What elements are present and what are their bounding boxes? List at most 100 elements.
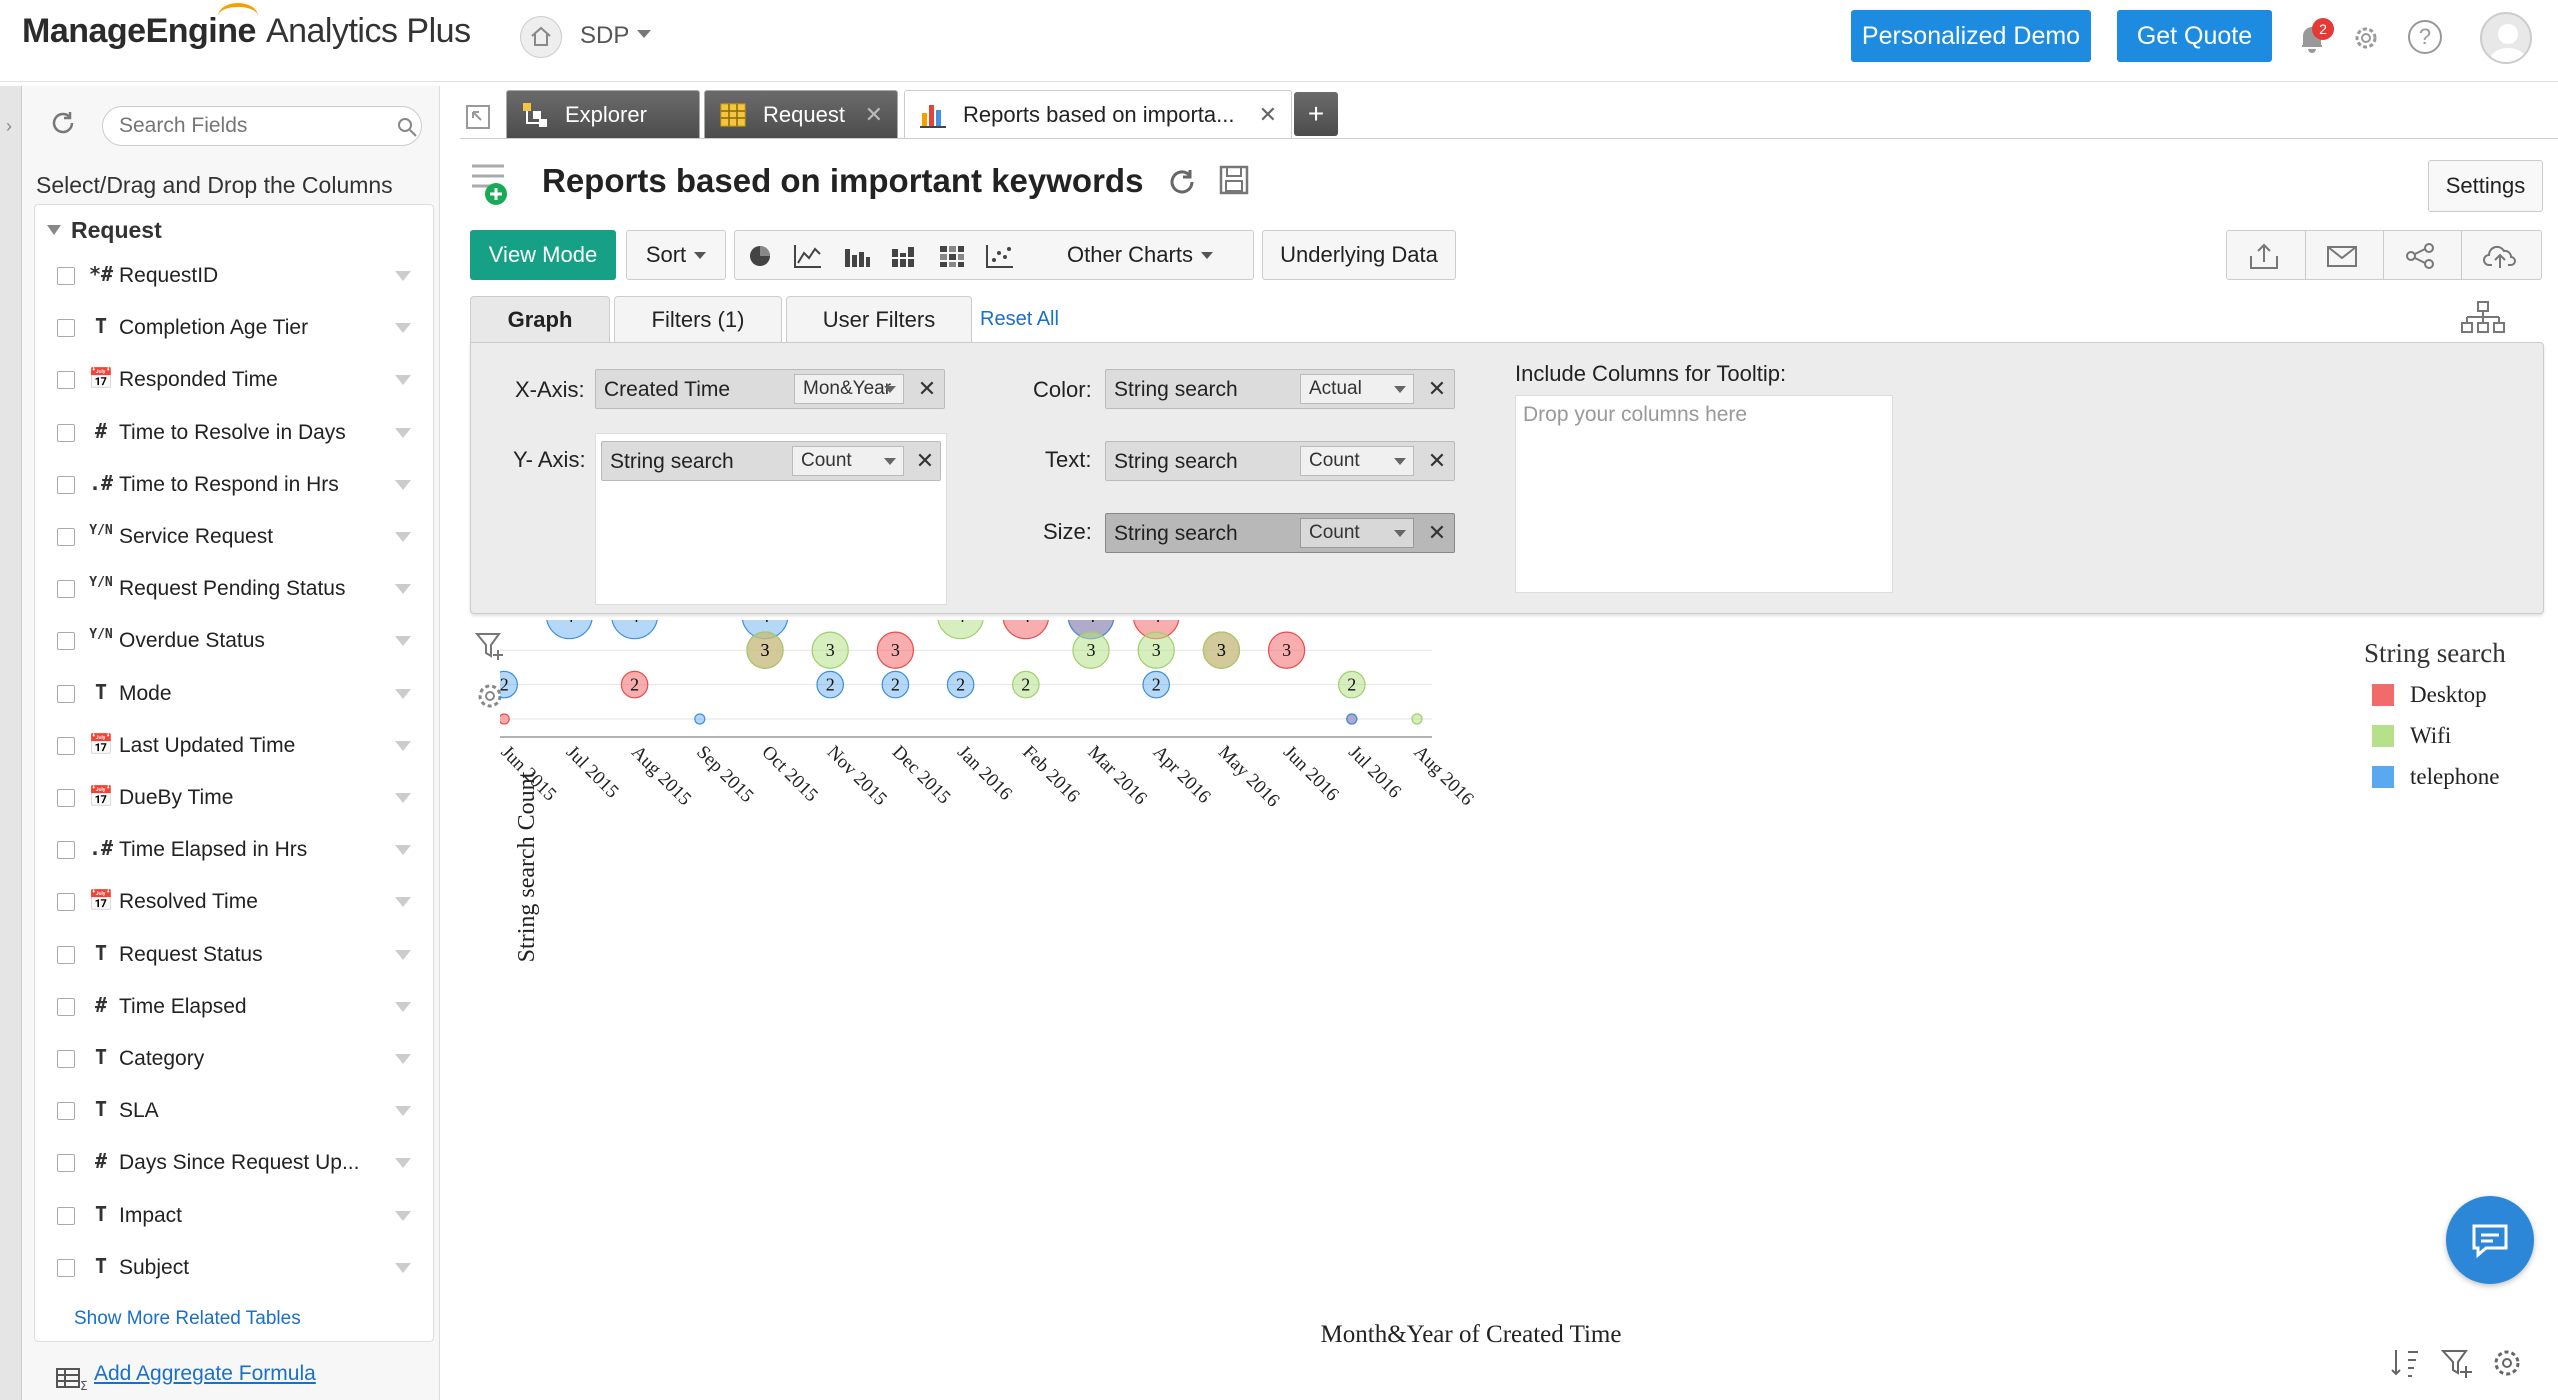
bubble-wifi[interactable] (937, 620, 984, 640)
remove-icon[interactable]: ✕ (1427, 448, 1447, 473)
field-checkbox[interactable] (57, 319, 75, 338)
bubble-telephone[interactable] (881, 670, 910, 699)
field-checkbox[interactable] (57, 580, 75, 599)
bubble-desktop[interactable] (500, 713, 510, 725)
field-item[interactable]: Y/N Service Request (35, 512, 433, 564)
field-filter-icon[interactable] (395, 1054, 411, 1064)
brand-logo[interactable]: ManageEngine Analytics Plus (22, 12, 471, 51)
share-icon[interactable] (2403, 242, 2437, 270)
tab-report-active[interactable]: Reports based on importa... ✕ (904, 90, 1292, 139)
field-checkbox[interactable] (57, 267, 75, 285)
bubble-desktop[interactable] (1267, 631, 1306, 669)
bubble-telephone[interactable] (1346, 713, 1358, 725)
field-filter-icon[interactable] (395, 1262, 411, 1273)
tab-request[interactable]: Request ✕ (704, 90, 898, 138)
field-filter-icon[interactable] (395, 375, 411, 386)
sort-button[interactable]: Sort (626, 230, 726, 280)
field-filter-icon[interactable] (395, 1106, 411, 1117)
bubble-wifi[interactable] (1137, 631, 1175, 669)
field-item[interactable]: 📅 DueBy Time (35, 773, 433, 825)
search-icon[interactable] (396, 116, 418, 138)
gear-icon[interactable] (2490, 1346, 2524, 1380)
settings-button[interactable]: Settings (2428, 160, 2543, 212)
bubble-desktop[interactable] (876, 631, 915, 669)
field-item[interactable]: *# RequestID (35, 251, 433, 303)
tab-user-filters[interactable]: User Filters (786, 296, 972, 342)
field-checkbox[interactable] (57, 789, 75, 807)
close-icon[interactable]: ✕ (1258, 102, 1277, 127)
table-name[interactable]: Request (71, 217, 162, 243)
line-chart-icon[interactable] (793, 243, 823, 269)
field-checkbox[interactable] (57, 684, 75, 703)
avatar[interactable] (2480, 12, 2532, 64)
field-item[interactable]: .# Time Elapsed in Hrs (35, 825, 433, 877)
underlying-data-button[interactable]: Underlying Data (1262, 230, 1456, 280)
field-filter-icon[interactable] (395, 688, 411, 699)
bubble-telephone[interactable] (694, 713, 706, 725)
field-checkbox[interactable] (57, 632, 75, 651)
field-checkbox[interactable] (57, 1050, 75, 1068)
email-icon[interactable] (2325, 242, 2359, 270)
home-button[interactable] (520, 16, 562, 58)
field-checkbox[interactable] (57, 1102, 75, 1121)
gear-icon[interactable] (474, 680, 506, 712)
remove-icon[interactable]: ✕ (1427, 520, 1447, 545)
tooltip-drop-zone[interactable] (1515, 395, 1893, 593)
remove-icon[interactable]: ✕ (1427, 376, 1447, 401)
bubble-telephone[interactable] (500, 670, 518, 699)
reset-all-link[interactable]: Reset All (980, 308, 1059, 330)
field-item[interactable]: 📅 Responded Time (35, 355, 433, 407)
other-charts-dropdown[interactable]: Other Charts (1025, 230, 1255, 280)
text-pill[interactable]: String search Count ✕ (1105, 441, 1455, 481)
search-fields-input[interactable] (102, 106, 422, 146)
save-icon[interactable] (1218, 164, 1250, 196)
get-quote-button[interactable]: Get Quote (2117, 10, 2272, 62)
report-menu-icon[interactable] (470, 160, 510, 208)
bubble-telephone[interactable] (1142, 670, 1170, 699)
tab-explorer[interactable]: Explorer (506, 90, 700, 138)
chat-button[interactable] (2446, 1196, 2534, 1284)
bubble-telephone[interactable] (546, 620, 593, 640)
workspace-selector[interactable]: SDP (580, 22, 630, 49)
bubble-wifi[interactable] (1337, 670, 1366, 699)
add-tab-button[interactable]: + (1294, 92, 1338, 136)
field-filter-icon[interactable] (395, 584, 411, 595)
bubble-desktop[interactable] (1002, 620, 1049, 640)
refresh-icon[interactable] (48, 108, 78, 138)
cloud-upload-icon[interactable] (2483, 242, 2517, 270)
add-aggregate-formula-link[interactable]: Add Aggregate Formula (94, 1362, 316, 1385)
field-item[interactable]: .# Time to Respond in Hrs (35, 460, 433, 512)
field-item[interactable]: 📅 Last Updated Time (35, 721, 433, 773)
bubble-telephone[interactable] (816, 670, 844, 699)
stacked-bar-icon[interactable] (889, 243, 919, 269)
field-item[interactable]: Y/N Overdue Status (35, 616, 433, 668)
filter-add-icon[interactable] (2440, 1346, 2474, 1380)
field-filter-icon[interactable] (395, 1210, 411, 1221)
field-checkbox[interactable] (57, 736, 75, 755)
field-filter-icon[interactable] (395, 271, 411, 281)
show-more-tables-link[interactable]: Show More Related Tables (74, 1308, 301, 1329)
field-item[interactable]: # Days Since Request Up... (35, 1138, 433, 1190)
bubble-wifi[interactable] (1202, 631, 1241, 669)
bubble-wifi[interactable] (746, 631, 784, 669)
bar-chart-icon[interactable] (841, 243, 871, 269)
field-checkbox[interactable] (57, 475, 75, 494)
refresh-icon[interactable] (1166, 166, 1198, 198)
field-filter-icon[interactable] (395, 479, 411, 490)
field-checkbox[interactable] (57, 423, 75, 442)
gear-icon[interactable] (2348, 20, 2384, 56)
y-axis-pill[interactable]: String search Count ✕ (601, 441, 941, 481)
field-item[interactable]: T SLA (35, 1086, 433, 1138)
hierarchy-icon[interactable] (2458, 300, 2508, 334)
personalized-demo-button[interactable]: Personalized Demo (1851, 10, 2091, 62)
field-item[interactable]: Y/N Request Pending Status (35, 564, 433, 616)
field-item[interactable]: T Subject (35, 1243, 433, 1295)
sort-icon[interactable] (2388, 1346, 2422, 1380)
bubble-wifi[interactable] (811, 631, 849, 669)
field-checkbox[interactable] (57, 945, 75, 964)
field-item[interactable]: # Time to Resolve in Days (35, 408, 433, 460)
field-filter-icon[interactable] (395, 427, 411, 438)
field-filter-icon[interactable] (395, 636, 411, 647)
field-checkbox[interactable] (57, 1154, 75, 1173)
field-item[interactable]: T Request Status (35, 930, 433, 982)
